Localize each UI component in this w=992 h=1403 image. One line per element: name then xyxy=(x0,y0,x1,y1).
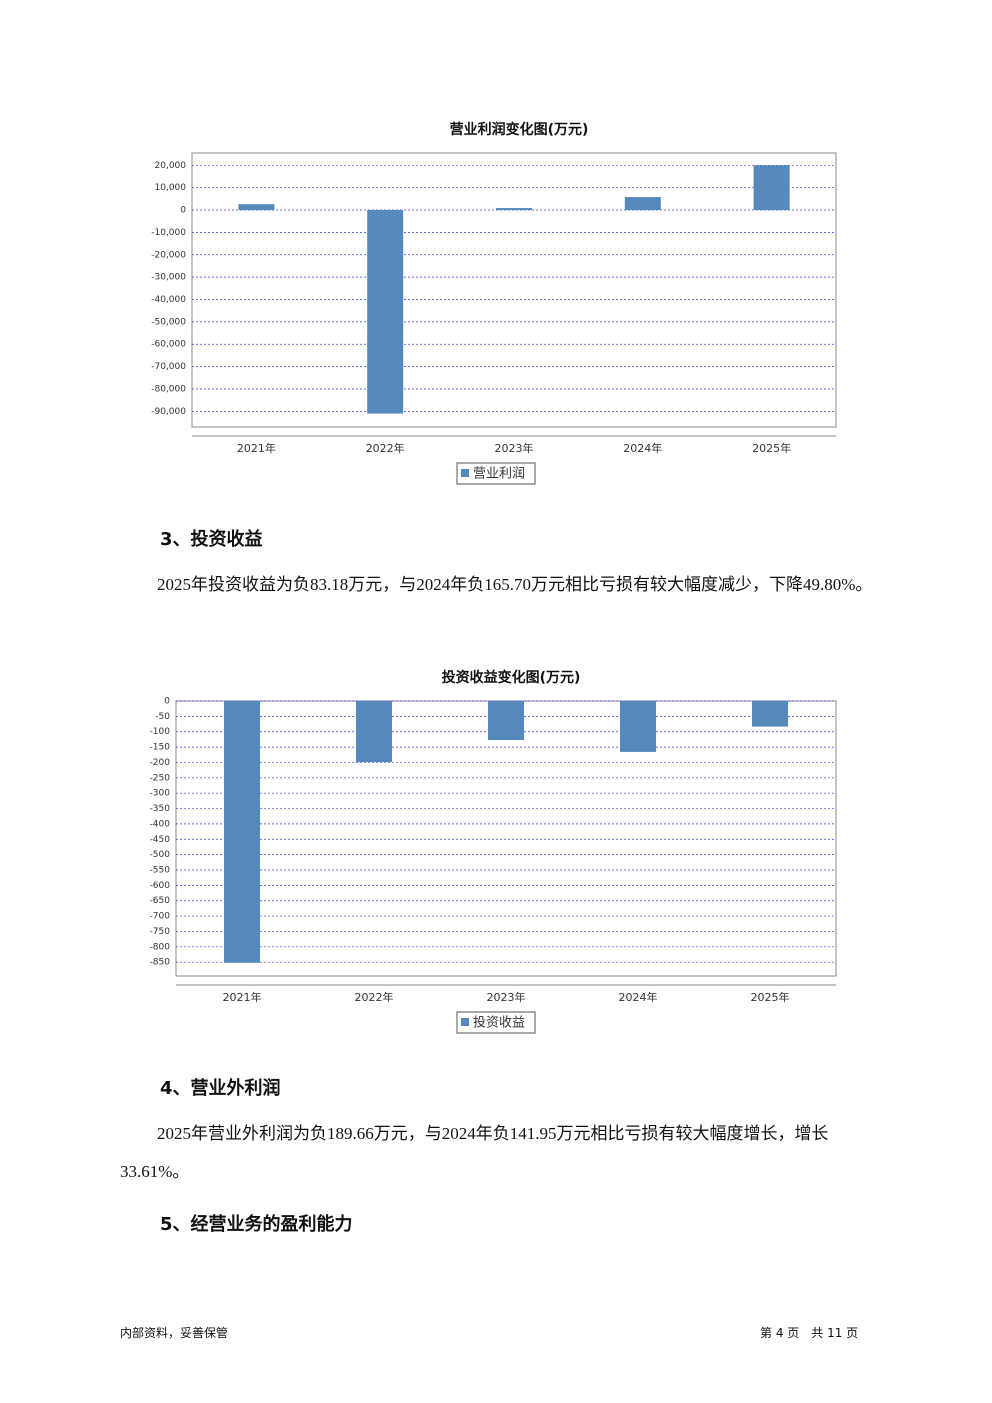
chart-title: 营业利润变化图(万元) xyxy=(450,121,589,138)
x-tick-label: 2024年 xyxy=(619,990,658,1004)
y-tick-label: -100 xyxy=(150,727,171,737)
y-tick-label: -30,000 xyxy=(151,273,186,283)
bar xyxy=(367,210,404,414)
x-tick-label: 2025年 xyxy=(752,441,791,455)
section-heading: 3、投资收益 xyxy=(160,529,263,550)
y-tick-label: -650 xyxy=(150,896,171,906)
bar xyxy=(624,197,661,211)
y-tick-label: -200 xyxy=(150,758,171,768)
x-tick-label: 2022年 xyxy=(355,990,394,1004)
y-tick-label: -550 xyxy=(150,865,171,875)
y-tick-label: -90,000 xyxy=(151,407,186,417)
x-tick-label: 2021年 xyxy=(223,990,262,1004)
footer-right: 第 4 页 共 11 页 xyxy=(760,1326,859,1340)
plot-area xyxy=(175,700,837,977)
y-tick-label: -500 xyxy=(150,850,171,860)
y-tick-label: -350 xyxy=(150,804,171,814)
y-tick-label: -250 xyxy=(150,773,171,783)
y-tick-label: -800 xyxy=(150,942,171,952)
bar xyxy=(753,165,790,211)
y-tick-label: -400 xyxy=(150,819,171,829)
legend-swatch xyxy=(461,1018,469,1026)
bar xyxy=(224,701,260,963)
y-tick-label: 10,000 xyxy=(155,183,187,193)
bar xyxy=(496,208,532,211)
y-tick-label: -60,000 xyxy=(151,340,186,350)
bar xyxy=(488,701,524,741)
x-tick-label: 2022年 xyxy=(366,441,405,455)
x-tick-label: 2023年 xyxy=(495,441,534,455)
y-tick-label: -50 xyxy=(155,712,170,722)
y-tick-label: -20,000 xyxy=(151,250,186,260)
y-tick-label: -80,000 xyxy=(151,384,186,394)
chart-title: 投资收益变化图(万元) xyxy=(442,669,581,686)
legend-label: 投资收益 xyxy=(473,1015,525,1031)
y-tick-label: -50,000 xyxy=(151,317,186,327)
x-tick-label: 2025年 xyxy=(751,990,790,1004)
y-tick-label: -450 xyxy=(150,835,171,845)
x-tick-label: 2021年 xyxy=(237,441,276,455)
y-tick-label: -700 xyxy=(150,912,171,922)
y-tick-label: 20,000 xyxy=(155,161,187,171)
y-tick-label: -70,000 xyxy=(151,362,186,372)
y-tick-label: -150 xyxy=(150,743,171,753)
bar xyxy=(620,701,656,752)
legend-label: 营业利润 xyxy=(473,467,525,482)
x-tick-label: 2023年 xyxy=(487,990,526,1004)
legend-box xyxy=(456,1011,536,1034)
bar xyxy=(356,701,392,763)
y-tick-label: -40,000 xyxy=(151,295,186,305)
y-tick-label: -850 xyxy=(150,958,171,968)
y-tick-label: -300 xyxy=(150,789,171,799)
y-tick-label: -600 xyxy=(150,881,171,891)
plot-area xyxy=(191,152,837,428)
y-tick-label: 0 xyxy=(180,206,186,216)
footer-left: 内部资料，妥善保管 xyxy=(120,1326,229,1340)
x-tick-label: 2024年 xyxy=(623,441,662,455)
bar xyxy=(752,701,788,727)
legend-box xyxy=(456,462,536,485)
y-tick-label: 0 xyxy=(164,697,170,707)
bar xyxy=(238,204,275,211)
y-tick-label: -10,000 xyxy=(151,228,186,238)
legend-swatch xyxy=(461,469,469,477)
section-heading: 5、经营业务的盈利能力 xyxy=(160,1214,353,1235)
y-tick-label: -750 xyxy=(150,927,171,937)
section-heading: 4、营业外利润 xyxy=(160,1078,281,1099)
paragraph: 2025年营业外利润为负189.66万元，与2024年负141.95万元相比亏损… xyxy=(120,1124,829,1181)
paragraph: 2025年投资收益为负83.18万元，与2024年负165.70万元相比亏损有较… xyxy=(157,575,873,594)
